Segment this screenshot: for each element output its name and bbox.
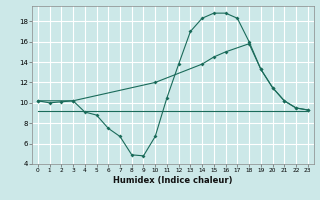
X-axis label: Humidex (Indice chaleur): Humidex (Indice chaleur) [113,176,233,185]
